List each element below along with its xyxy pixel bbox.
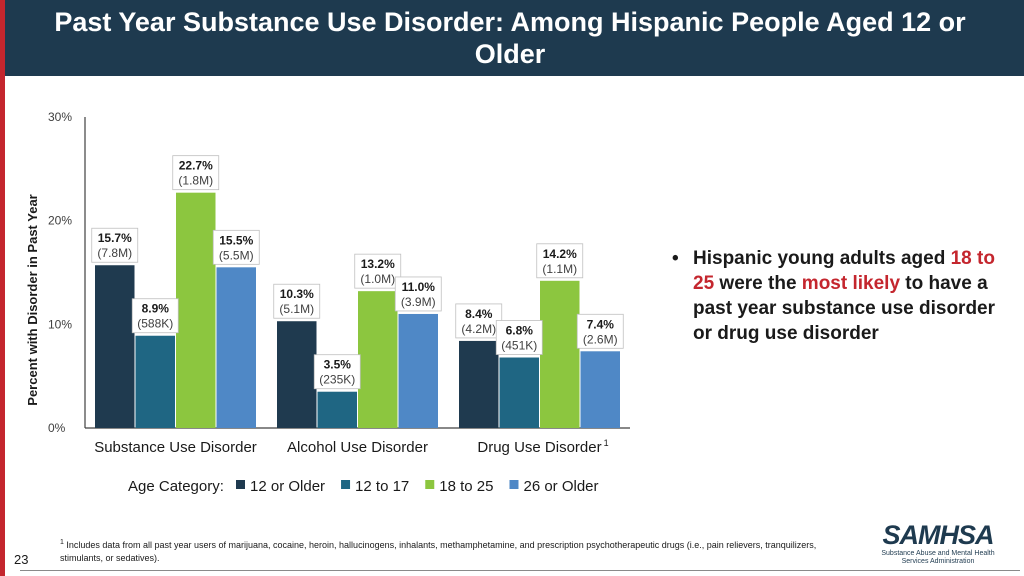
data-label-box [273, 283, 321, 319]
bar [459, 340, 499, 428]
legend-entry: 12 or Older [250, 478, 325, 495]
bar [135, 335, 175, 428]
bullet-text-part1: Hispanic young adults aged [693, 248, 951, 269]
y-tick-label: 10% [48, 317, 72, 331]
data-label-box [394, 276, 442, 312]
data-label-count: (1.1M) [542, 262, 577, 276]
data-label-box [91, 227, 139, 263]
legend-swatch [425, 480, 435, 489]
footnote-text: Includes data from all past year users o… [60, 540, 817, 563]
logo-wordmark: SAMHSA [882, 520, 994, 550]
data-label-count: (2.6M) [583, 332, 618, 346]
bar [540, 280, 580, 428]
data-label-percent: 14.2% [543, 247, 577, 261]
x-category-superscript: 1 [604, 438, 609, 448]
data-label-box [576, 313, 624, 349]
bar [499, 357, 539, 428]
data-label-percent: 22.7% [179, 159, 213, 173]
logo-subtitle: Substance Abuse and Mental Health Servic… [881, 550, 995, 565]
data-label-percent: 11.0% [402, 280, 436, 294]
data-label-count: (4.2M) [461, 322, 496, 336]
data-label-count: (1.8M) [178, 174, 213, 188]
bar [277, 321, 317, 428]
bullet-text: Hispanic young adults aged 18 to 25 were… [693, 246, 998, 346]
data-label-box [495, 320, 543, 355]
data-label-percent: 15.7% [98, 231, 132, 245]
data-label-count: (3.9M) [401, 295, 436, 309]
data-label-percent: 10.3% [280, 287, 314, 301]
bar [176, 192, 216, 428]
bar [580, 351, 620, 428]
footnote: 1 Includes data from all past year users… [60, 536, 850, 565]
left-accent-stripe [0, 0, 5, 576]
x-category-label: Substance Use Disorder [94, 439, 257, 456]
data-label-percent: 6.8% [506, 324, 534, 338]
bullet-marker: • [672, 248, 679, 269]
data-label-percent: 3.5% [324, 358, 352, 372]
data-label-box [172, 155, 220, 191]
x-category-label: Drug Use Disorder [477, 439, 601, 456]
data-label-count: (5.1M) [279, 302, 314, 316]
footnote-marker: 1 [60, 539, 64, 546]
legend-swatch [509, 480, 519, 489]
header-bar: Past Year Substance Use Disorder: Among … [5, 0, 1024, 76]
data-label-count: (5.5M) [219, 248, 254, 262]
bar [216, 267, 256, 428]
legend-swatch [341, 480, 351, 489]
bar [95, 265, 135, 428]
y-tick-label: 20% [48, 214, 72, 228]
data-label-count: (588K) [137, 317, 173, 331]
legend-entry: 26 or Older [523, 478, 598, 495]
data-label-count: (1.0M) [360, 272, 395, 286]
y-tick-label: 30% [48, 110, 72, 124]
page-title: Past Year Substance Use Disorder: Among … [54, 7, 966, 69]
samhsa-logo: SAMHSA Substance Abuse and Mental Health… [878, 522, 998, 570]
data-label-percent: 13.2% [361, 257, 395, 271]
data-label-count: (7.8M) [97, 246, 132, 260]
data-label-box [212, 229, 260, 265]
data-label-box [536, 243, 584, 279]
bullet-highlight-most-likely: most likely [801, 273, 901, 294]
legend-title: Age Category: [128, 478, 224, 495]
data-label-box [455, 303, 503, 339]
bullet-text-part3: to have a past year substance use disord… [693, 273, 996, 344]
data-label-percent: 8.4% [465, 307, 493, 321]
y-tick-label: 0% [48, 421, 66, 435]
data-label-box [131, 298, 179, 334]
page-number: 23 [14, 552, 29, 567]
x-category-label: Alcohol Use Disorder [287, 439, 428, 456]
legend-swatch [236, 480, 245, 489]
data-label-percent: 7.4% [587, 317, 615, 331]
data-label-count: (235K) [319, 373, 355, 387]
bullet-text-part2: were the [714, 273, 802, 294]
bar [317, 391, 357, 428]
data-label-percent: 15.5% [219, 233, 253, 247]
data-label-percent: 8.9% [142, 302, 170, 316]
bullet-highlight-age: 18 to 25 [693, 248, 995, 294]
legend-entry: 12 to 17 [355, 478, 409, 495]
bar [358, 291, 398, 428]
data-label-box [354, 253, 402, 289]
bar [398, 313, 438, 428]
data-label-box [313, 354, 361, 390]
footer-divider [20, 570, 1020, 571]
data-label-count: (451K) [501, 339, 537, 353]
legend-entry: 18 to 25 [439, 478, 493, 495]
y-axis-title: Percent with Disorder in Past Year [25, 194, 40, 405]
